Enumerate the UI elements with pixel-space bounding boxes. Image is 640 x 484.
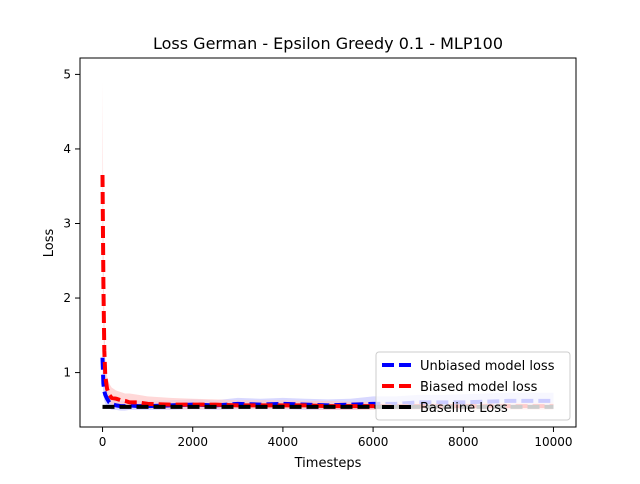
y-tick-label: 1: [63, 366, 71, 380]
legend-label-unbiased-model-loss: Unbiased model loss: [420, 359, 555, 374]
legend: Unbiased model loss Biased model loss Base…: [375, 351, 571, 421]
x-tick-label: 4000: [268, 435, 299, 449]
legend-label-baseline-loss: Baseline Loss: [420, 401, 508, 416]
x-tick-label: 8000: [448, 435, 479, 449]
y-tick-label: 5: [63, 67, 71, 81]
legend-label-biased-model-loss: Biased model loss: [420, 380, 538, 395]
axes-frame: [79, 57, 577, 428]
y-axis-label: Loss: [42, 229, 57, 258]
x-axis-label: Timesteps: [294, 456, 362, 471]
x-tick-label: 6000: [358, 435, 389, 449]
x-tick-label: 10000: [534, 435, 572, 449]
y-tick-label: 4: [63, 142, 71, 156]
y-axis: 1 2 3 4 5: [63, 67, 80, 380]
legend-box: [375, 351, 571, 421]
chart-title: Loss German - Epsilon Greedy 0.1 - MLP10…: [153, 34, 503, 53]
y-tick-label: 2: [63, 291, 71, 305]
y-tick-label: 3: [63, 216, 71, 230]
x-tick-label: 0: [99, 435, 107, 449]
x-axis: 0 2000 4000 6000 8000 10000: [99, 427, 573, 449]
x-tick-label: 2000: [177, 435, 208, 449]
